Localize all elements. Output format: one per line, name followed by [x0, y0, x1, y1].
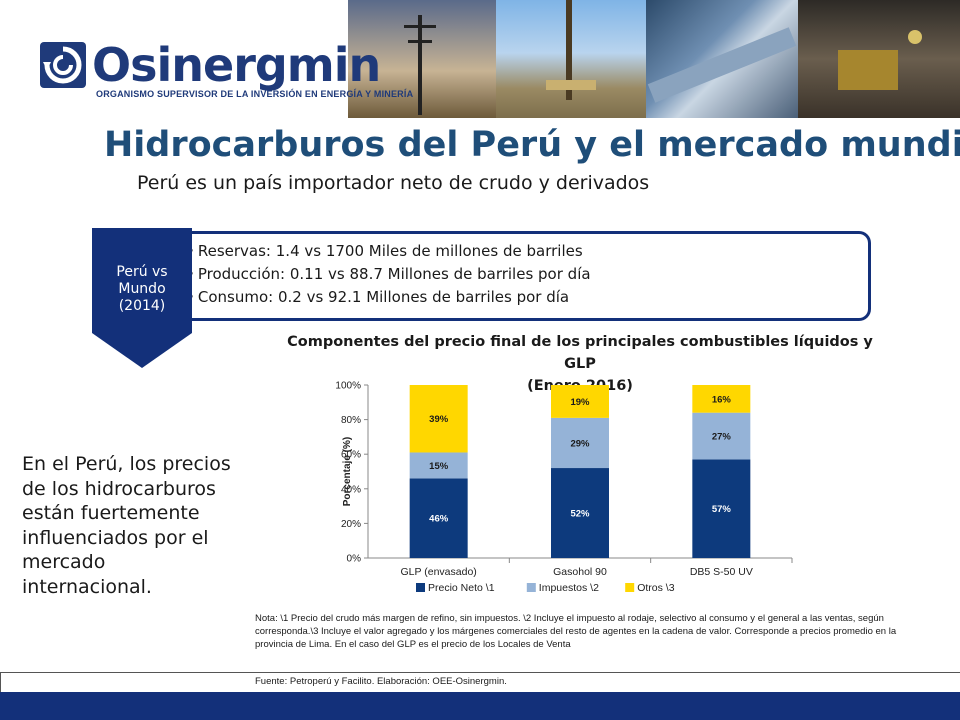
stacked-bar-chart: 0% 20% 40% 60% 80% 100% Porcentaje (%) 46% 15% 39…	[335, 381, 793, 594]
comparison-box: Reservas: 1.4 vs 1700 Miles de millones …	[160, 231, 871, 321]
comparison-label-line1: Perú vs	[116, 264, 168, 280]
comparison-item-production: Producción: 0.11 vs 88.7 Millones de bar…	[186, 263, 591, 286]
data-label: 29%	[570, 438, 590, 449]
y-tick-label: 100%	[335, 381, 361, 392]
data-label: 39%	[429, 414, 449, 425]
bar-segment	[409, 478, 468, 558]
y-tick-label: 0%	[347, 554, 362, 565]
header-photo-strip	[348, 0, 960, 118]
comparison-label-line3: (2014)	[118, 298, 166, 314]
legend-swatch	[625, 583, 635, 592]
bar-segment	[409, 452, 468, 479]
chart-title-line1: Componentes del precio final de los prin…	[287, 334, 873, 372]
footer-source: Fuente: Petroperú y Facilito. Elaboració…	[255, 676, 507, 687]
data-label: 46%	[429, 514, 449, 525]
mine-photo	[798, 0, 960, 118]
x-tick-label: Gasohol 90	[553, 566, 607, 578]
x-tick-label: GLP (envasado)	[401, 566, 477, 578]
legend-label: Otros \3	[637, 582, 675, 594]
x-tick-label: DB5 S-50 UV	[690, 566, 753, 578]
side-text: En el Perú, los precios de los hidrocarb…	[22, 453, 231, 598]
oil-rig-photo	[496, 0, 646, 118]
logo-mark-icon	[40, 42, 86, 88]
y-tick-label: 40%	[341, 484, 361, 495]
pipeline-photo	[646, 0, 798, 118]
comparison-label-line2: Mundo	[118, 281, 166, 297]
footer-frame-left	[0, 672, 1, 692]
legend-swatch	[526, 583, 536, 592]
slide-title: Hidrocarburos del Perú y el mercado mund…	[104, 125, 960, 165]
legend-label: Precio Neto \1	[428, 582, 495, 594]
logo-name: Osinergmin	[92, 38, 381, 92]
comparison-item-consumption: Consumo: 0.2 vs 92.1 Millones de barrile…	[186, 286, 591, 309]
data-label: 52%	[570, 509, 590, 520]
y-tick-label: 20%	[341, 519, 361, 530]
y-axis-label: Porcentaje (%)	[342, 437, 353, 506]
y-tick-label: 80%	[341, 415, 361, 426]
logo-subtitle: ORGANISMO SUPERVISOR DE LA INVERSIÓN EN …	[96, 89, 414, 99]
data-label: 16%	[712, 394, 732, 405]
comparison-list: Reservas: 1.4 vs 1700 Miles de millones …	[186, 240, 591, 309]
bar-segment	[551, 468, 609, 558]
footer-note: Nota: \1 Precio del crudo más margen de …	[255, 613, 897, 650]
y-tick-label: 60%	[341, 450, 361, 461]
footer-divider	[0, 672, 960, 673]
bar-segment	[692, 385, 751, 413]
power-lines-photo	[348, 0, 496, 118]
legend-swatch	[416, 583, 425, 592]
legend-label: Impuestos \2	[539, 582, 599, 594]
data-label: 27%	[712, 432, 732, 443]
bar-segment	[409, 385, 468, 453]
bar-segment	[551, 385, 609, 418]
bar-segment	[692, 412, 751, 460]
bar-segment	[551, 417, 609, 469]
comparison-label: Perú vs Mundo (2014)	[92, 264, 192, 315]
comparison-chevron	[92, 228, 192, 368]
data-label: 19%	[570, 397, 590, 408]
data-label: 57%	[712, 504, 732, 515]
comparison-item-reserves: Reservas: 1.4 vs 1700 Miles de millones …	[186, 240, 591, 263]
osinergmin-logo: Osinergmin	[40, 38, 381, 92]
footer-bar	[0, 692, 960, 720]
bar-segment	[692, 459, 751, 558]
data-label: 15%	[429, 461, 449, 472]
slide-subtitle: Perú es un país importador neto de crudo…	[137, 172, 650, 194]
